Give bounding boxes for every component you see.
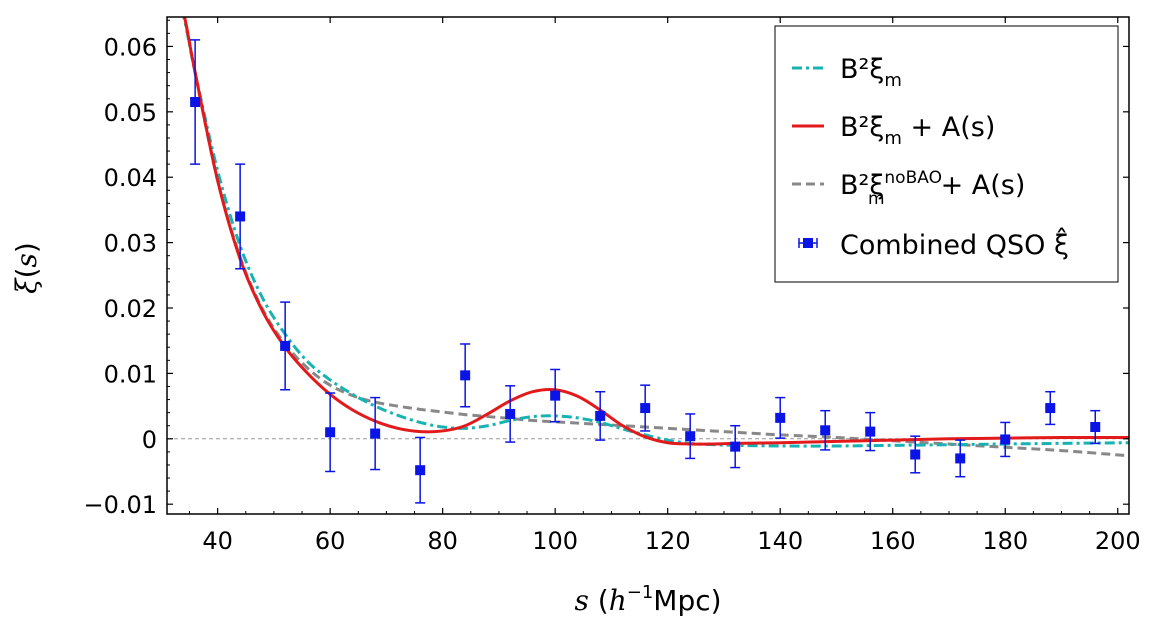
x-axis-label: s (h−1Mpc) [574, 582, 721, 617]
y-tick-label: 0 [142, 426, 157, 454]
legend-label-bxi: B²ξm [840, 54, 902, 91]
point-marker [730, 441, 741, 452]
data-point [685, 413, 696, 460]
y-tick-label: 0.02 [104, 295, 157, 323]
data-point [280, 301, 291, 391]
data-point [775, 396, 786, 439]
legend-box [774, 25, 1119, 283]
x-axis-ticks: 40 60 80 100 120 140 160 180 200 [189, 17, 1141, 555]
x-tick-label: 140 [757, 527, 803, 555]
point-marker [370, 428, 381, 439]
point-marker [775, 412, 786, 423]
point-marker [460, 370, 471, 381]
y-tick-label: 0.06 [104, 33, 157, 61]
point-marker [1045, 403, 1056, 414]
series-line-bxi [182, 17, 1129, 448]
series-lines [182, 17, 1129, 458]
series-line-bxi-a [183, 17, 1129, 446]
data-point [550, 368, 561, 423]
point-marker [820, 425, 831, 436]
data-point [640, 384, 651, 432]
data-point [820, 409, 831, 451]
x-tick-label: 160 [870, 527, 916, 555]
svg-text:s (h−1Mpc): s (h−1Mpc) [574, 582, 721, 617]
point-marker [685, 431, 696, 442]
y-tick-label: −0.01 [83, 491, 157, 519]
point-marker [415, 465, 426, 476]
x-tick-label: 120 [645, 527, 691, 555]
data-point [370, 396, 381, 471]
point-marker [1000, 434, 1011, 445]
data-point [910, 435, 921, 474]
data-point [505, 385, 516, 443]
y-axis-ticks: −0.01 0 0.01 0.02 0.03 0.04 0.05 0.06 [83, 19, 1129, 519]
data-point [865, 411, 876, 452]
y-tick-label: 0.04 [104, 164, 157, 192]
data-point [955, 439, 966, 478]
data-point [235, 163, 246, 270]
data-point [190, 39, 201, 165]
point-marker [550, 390, 561, 401]
x-tick-label: 40 [202, 527, 233, 555]
x-tick-label: 80 [427, 527, 458, 555]
data-point [460, 343, 471, 408]
point-marker [865, 426, 876, 437]
plot-frame [166, 16, 1130, 515]
y-tick-label: 0.01 [104, 360, 157, 388]
legend-label-nobao: B²ξnoBAO m + A(s) [840, 168, 1025, 209]
svg-text:ξ(s): ξ(s) [10, 242, 43, 294]
legend-label-qso: Combined QSO ξ̂ [840, 227, 1069, 261]
x-tick-label: 200 [1095, 527, 1141, 555]
point-marker [910, 449, 921, 460]
data-point [730, 424, 741, 469]
x-tick-label: 60 [315, 527, 346, 555]
x-tick-label: 180 [982, 527, 1028, 555]
legend: B²ξm B²ξm + A(s) B²ξnoBAO m + A(s) Combin… [774, 25, 1119, 283]
point-marker [1090, 422, 1101, 433]
point-marker [235, 211, 246, 222]
data-point [1000, 421, 1011, 458]
data-points [190, 39, 1101, 504]
point-marker [640, 403, 651, 414]
y-tick-label: 0.05 [104, 99, 157, 127]
point-marker [325, 427, 336, 438]
point-marker [505, 408, 516, 419]
y-tick-label: 0.03 [104, 230, 157, 258]
legend-marker-qso [798, 238, 818, 248]
legend-label-bxi-a: B²ξm + A(s) [840, 112, 995, 149]
x-tick-label: 100 [532, 527, 578, 555]
point-marker [955, 453, 966, 464]
point-marker [280, 340, 291, 351]
point-marker [595, 410, 606, 421]
point-marker [190, 97, 201, 108]
y-axis-label: ξ(s) [10, 242, 43, 294]
data-point [325, 392, 336, 473]
data-point [1090, 409, 1101, 445]
data-point [415, 436, 426, 504]
data-point [1045, 390, 1056, 426]
data-point [595, 390, 606, 441]
